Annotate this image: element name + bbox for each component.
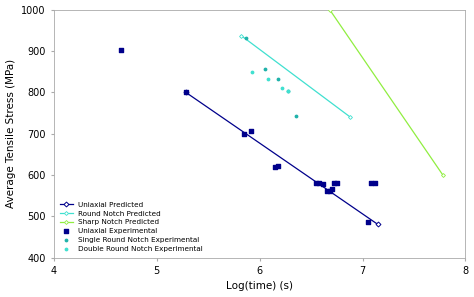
X-axis label: Log(time) (s): Log(time) (s) [226,282,293,291]
Uniaxial Experimental [367,181,374,186]
Single Round Notch Experimental [243,35,250,40]
Uniaxial Experimental [328,187,336,192]
Uniaxial Predicted [375,223,381,226]
Double Round Notch Experimental [264,76,272,81]
Line: Sharp Notch Predicted: Sharp Notch Predicted [328,8,444,176]
Uniaxial Experimental [316,181,323,186]
Line: Uniaxial Predicted: Uniaxial Predicted [184,91,380,226]
Round Notch Predicted [238,34,244,37]
Uniaxial Experimental [371,181,379,186]
Uniaxial Experimental [333,181,341,186]
Sharp Notch Predicted [327,8,332,11]
Single Round Notch Experimental [274,76,282,81]
Uniaxial Experimental [312,181,320,186]
Round Notch Predicted [347,115,353,119]
Uniaxial Experimental [182,90,190,95]
Double Round Notch Experimental [285,89,292,93]
Uniaxial Predicted [183,91,189,94]
Line: Round Notch Predicted: Round Notch Predicted [240,34,352,119]
Uniaxial Experimental [117,47,125,52]
Legend: Uniaxial Predicted, Round Notch Predicted, Sharp Notch Predicted, Uniaxial Exper: Uniaxial Predicted, Round Notch Predicte… [57,199,205,254]
Uniaxial Experimental [274,163,282,168]
Single Round Notch Experimental [261,67,269,72]
Single Round Notch Experimental [292,114,300,119]
Sharp Notch Predicted [440,173,446,177]
Single Round Notch Experimental [285,89,292,93]
Uniaxial Experimental [319,181,327,186]
Uniaxial Experimental [247,129,255,134]
Uniaxial Experimental [271,165,279,170]
Uniaxial Experimental [330,181,337,186]
Double Round Notch Experimental [249,70,256,75]
Double Round Notch Experimental [279,86,286,91]
Y-axis label: Average Tensile Stress (MPa): Average Tensile Stress (MPa) [6,59,16,208]
Uniaxial Experimental [326,188,333,193]
Uniaxial Experimental [240,131,248,136]
Uniaxial Experimental [364,220,372,225]
Uniaxial Experimental [323,189,330,194]
